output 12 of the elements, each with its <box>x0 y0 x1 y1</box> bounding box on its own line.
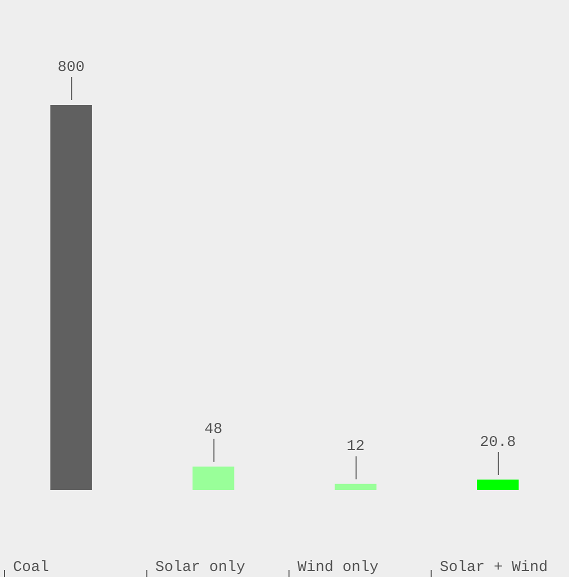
bar <box>50 105 92 490</box>
bar <box>334 484 376 490</box>
x-tick-label: Wind only <box>298 559 379 576</box>
x-tick-label: Coal <box>13 559 50 576</box>
x-tick-label: Solar only <box>155 559 246 576</box>
data-label: 800 <box>58 59 85 76</box>
data-label: 20.8 <box>480 434 516 451</box>
bar <box>192 466 234 490</box>
data-label: 12 <box>346 438 365 456</box>
bar <box>477 480 519 490</box>
x-tick-label: Solar + Wind <box>440 559 548 576</box>
data-label: 48 <box>204 420 222 438</box>
